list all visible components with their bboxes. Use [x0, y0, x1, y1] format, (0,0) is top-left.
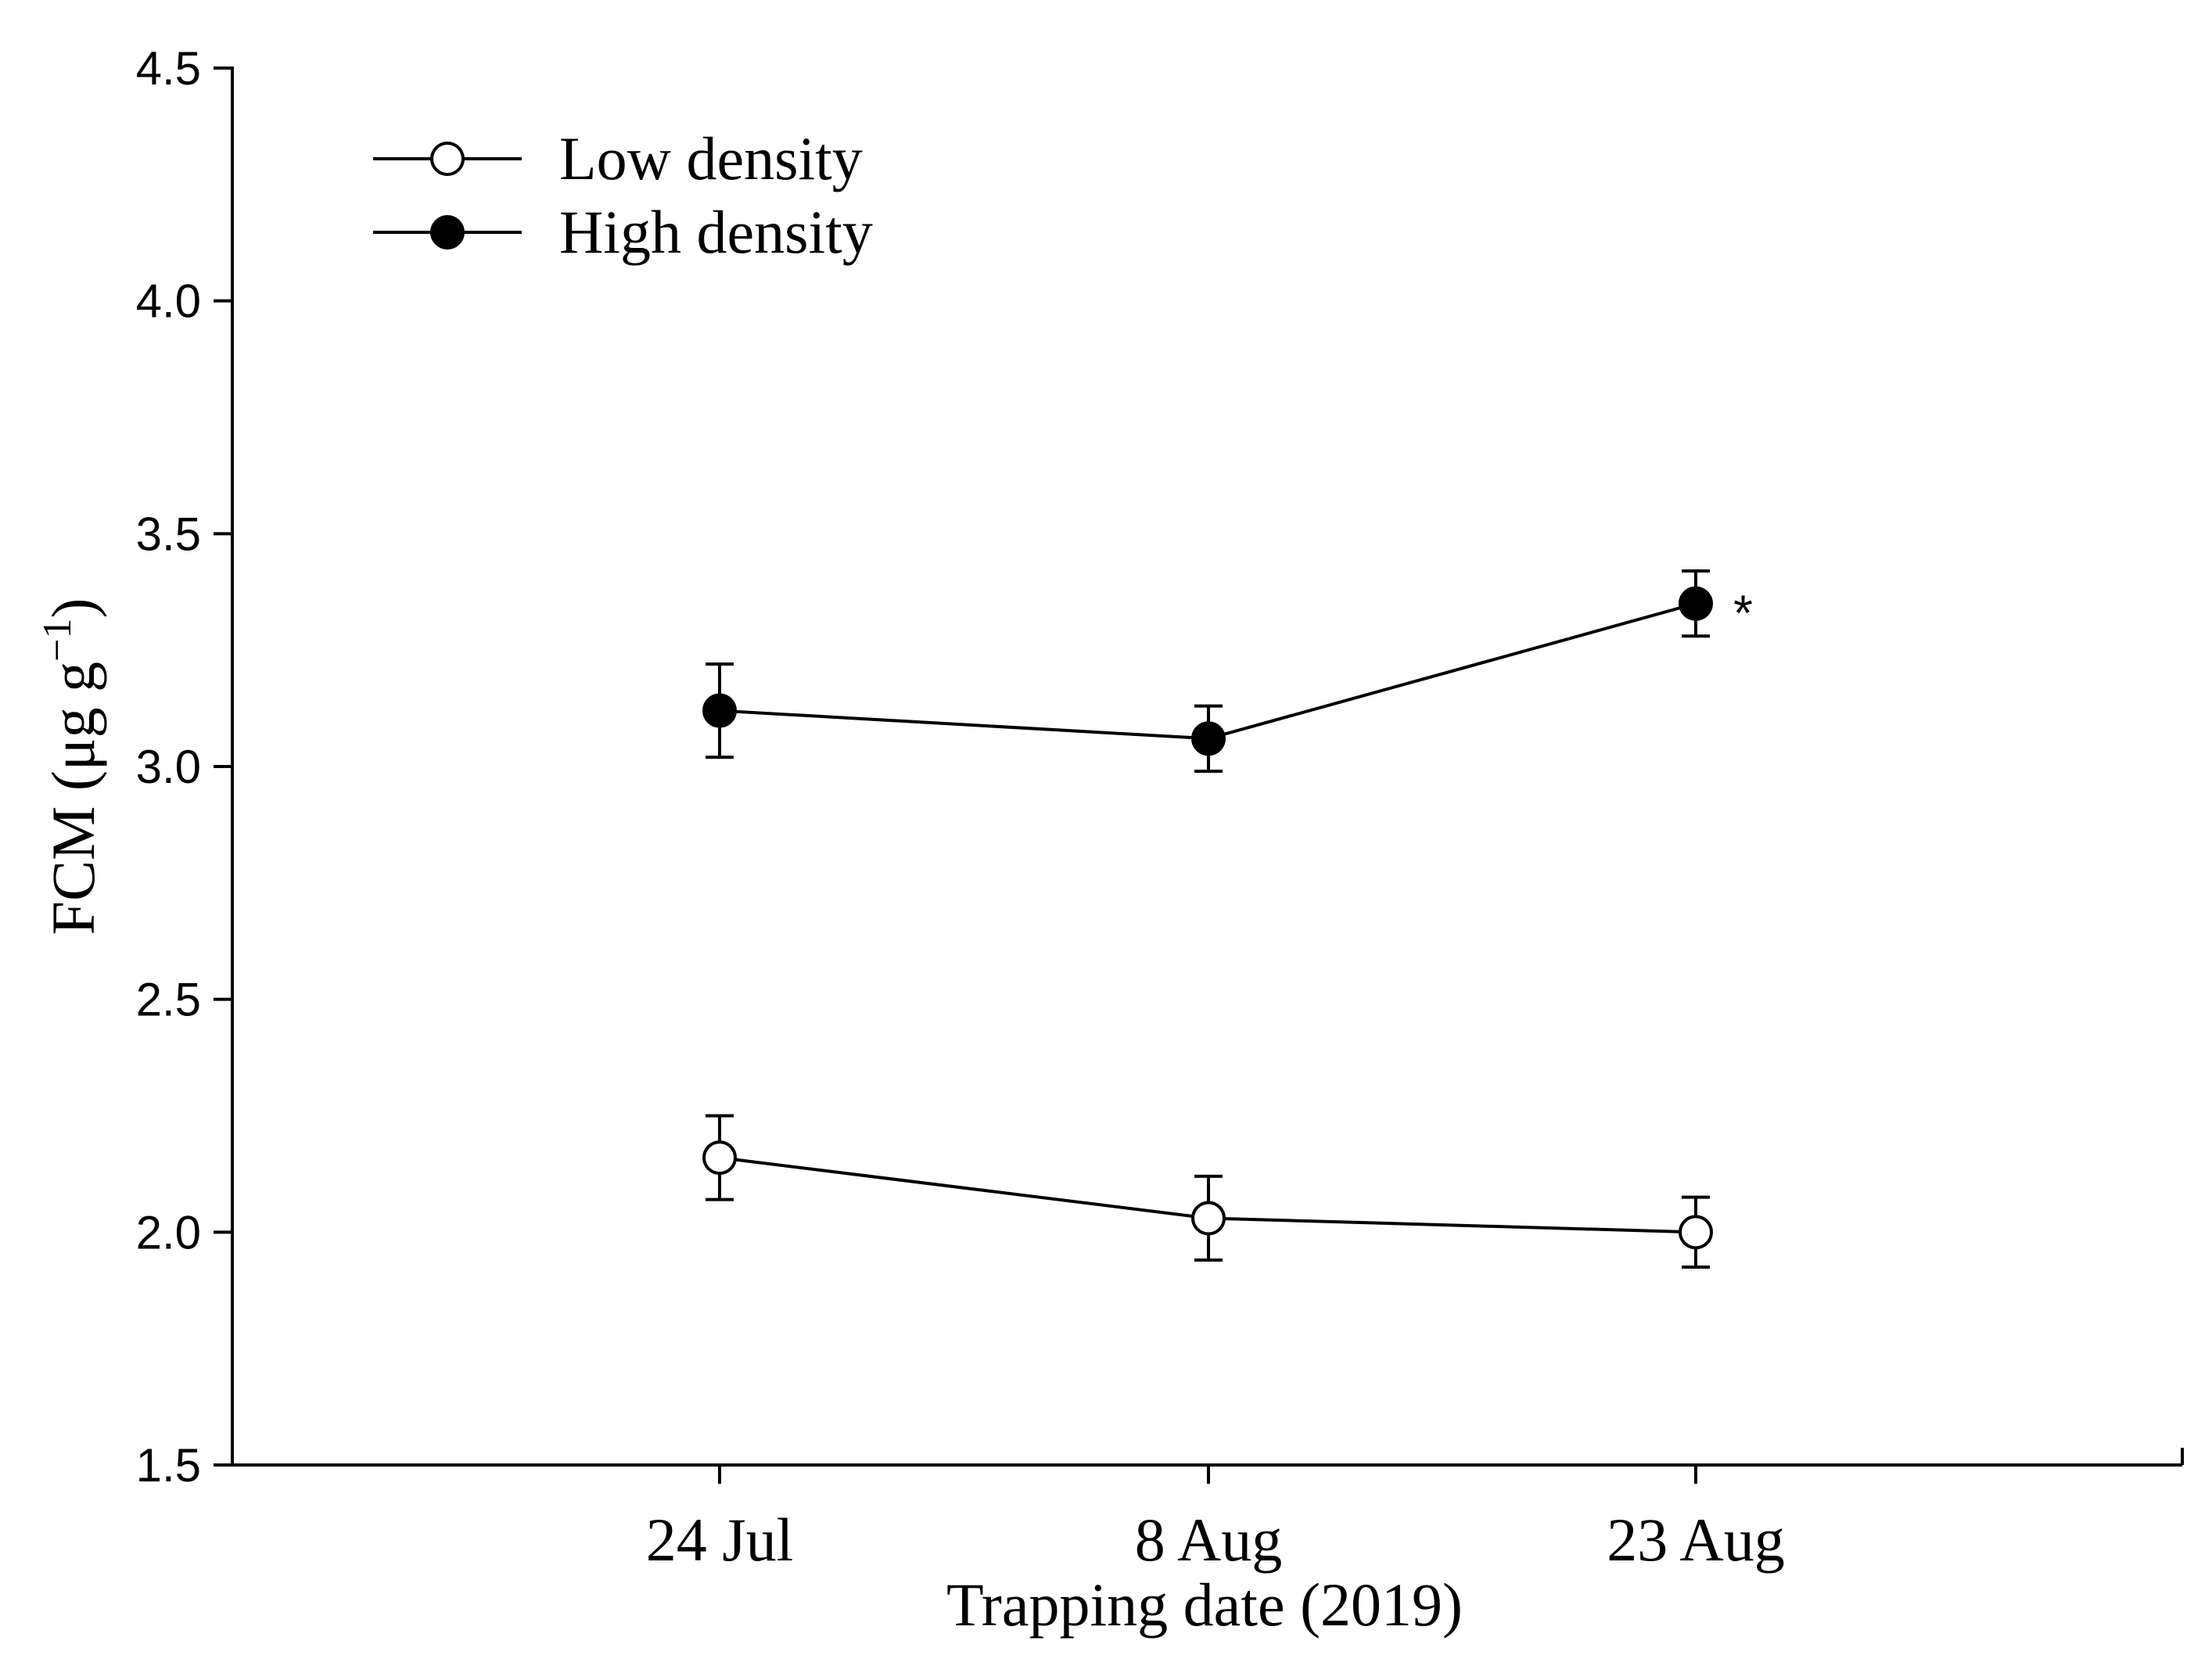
legend-marker	[430, 142, 465, 176]
y-tick-label: 2.0	[136, 1206, 201, 1258]
y-tick-label: 1.5	[136, 1439, 201, 1492]
y-tick-label: 3.0	[136, 741, 201, 793]
legend-marker	[430, 215, 465, 250]
legend-item-high-density: High density	[373, 198, 873, 266]
x-axis-title: Trapping date (2019)	[946, 1571, 1463, 1639]
data-point	[702, 693, 737, 728]
series-layer: *	[702, 569, 1753, 1269]
data-point	[1191, 1201, 1226, 1236]
x-tick-label: 8 Aug	[1135, 1506, 1283, 1574]
data-point	[1191, 721, 1226, 756]
data-point	[1679, 1215, 1713, 1250]
x-tick-label: 23 Aug	[1607, 1506, 1785, 1574]
y-axis-title-superscript: −1	[35, 619, 80, 662]
y-axis-title-main: FCM (μg g	[39, 662, 107, 935]
y-tick-label: 4.5	[136, 42, 201, 95]
legend-item-low-density: Low density	[373, 124, 863, 192]
y-tick-label: 2.5	[136, 974, 201, 1026]
x-tick-label: 24 Jul	[646, 1506, 794, 1574]
series-high-density	[702, 569, 1713, 773]
y-tick-label: 4.0	[136, 275, 201, 328]
data-point	[702, 1140, 737, 1176]
y-ticks: 1.5 2.0 2.5 3.0 3.5 4.0 4.5	[136, 42, 232, 1492]
x-ticks: 24 Jul 8 Aug 23 Aug	[646, 1465, 1785, 1574]
y-tick-label: 3.5	[136, 508, 201, 560]
legend-label: Low density	[559, 124, 863, 192]
data-point	[1679, 586, 1713, 621]
legend-label: High density	[559, 198, 873, 266]
y-axis-title: FCM (μg g−1)	[35, 598, 107, 935]
series-low-density	[702, 1114, 1713, 1269]
y-axis-title-close: )	[39, 598, 107, 619]
significance-asterisk: *	[1733, 585, 1753, 641]
